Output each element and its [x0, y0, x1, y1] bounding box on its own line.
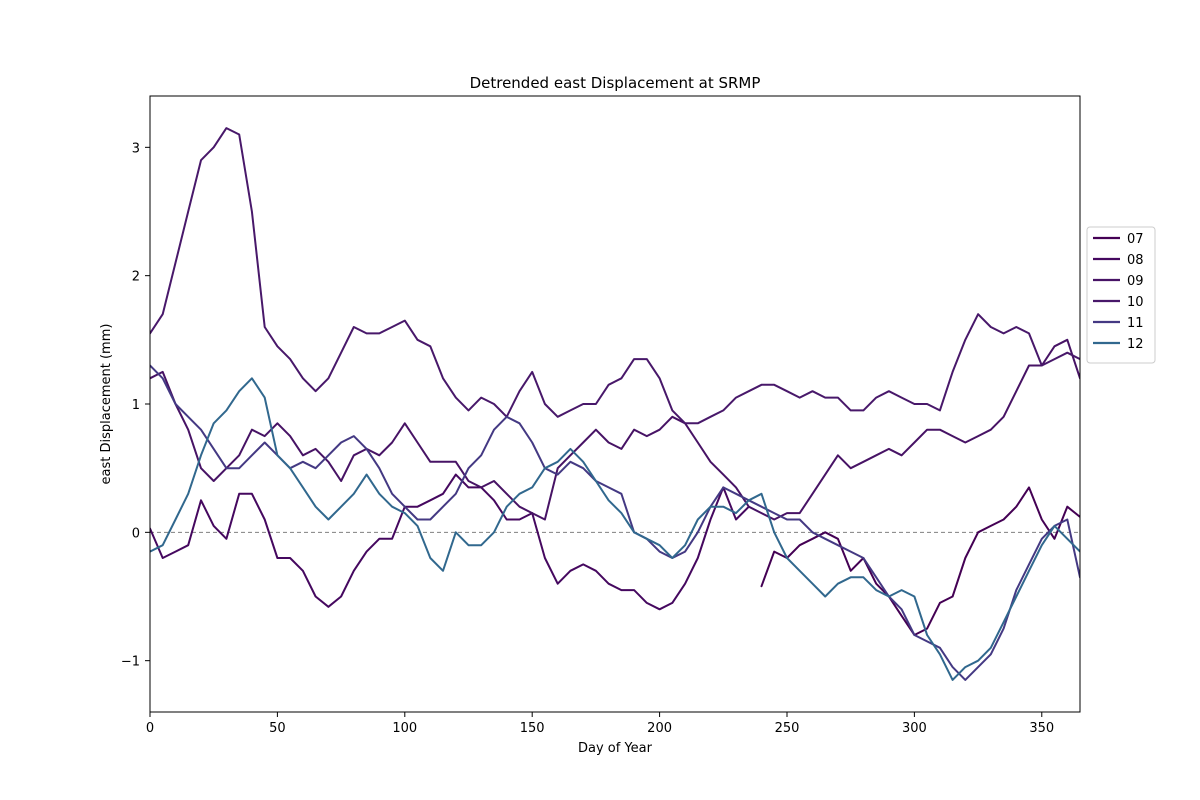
x-tick-label: 250 [775, 721, 800, 736]
x-axis-label: Day of Year [578, 741, 653, 756]
series-line-10 [150, 127, 1080, 425]
chart-title: Detrended east Displacement at SRMP [470, 74, 761, 92]
legend-label-12: 12 [1127, 337, 1144, 352]
x-tick-label: 350 [1029, 721, 1054, 736]
axes: 0 50 100 150 200 250 300 350 −1 0 1 2 3 [121, 95, 1081, 736]
legend: 07 08 09 10 11 12 [1086, 226, 1156, 364]
y-tick-label: 1 [132, 398, 140, 413]
x-tick-label: 300 [902, 721, 927, 736]
legend-box [1086, 226, 1156, 364]
series-line-09 [150, 338, 1080, 521]
x-tick-label: 100 [392, 721, 417, 736]
legend-label-09: 09 [1127, 274, 1144, 289]
y-tick-label: 3 [132, 141, 140, 156]
y-tick-label: 2 [132, 270, 140, 285]
series-line-12 [150, 377, 1080, 681]
x-tick-label: 50 [269, 721, 286, 736]
series-line-08 [150, 473, 750, 611]
x-tick-label: 0 [146, 721, 154, 736]
y-tick-label: 0 [132, 526, 140, 541]
series-line-07 [760, 486, 1080, 636]
x-tick-label: 200 [647, 721, 672, 736]
legend-label-10: 10 [1127, 295, 1144, 310]
plot-area [150, 127, 1080, 681]
x-tick-label: 150 [520, 721, 545, 736]
legend-label-07: 07 [1127, 232, 1144, 247]
y-tick-label: −1 [121, 655, 140, 670]
series-line-11 [150, 364, 1080, 681]
y-axis-label: east Displacement (mm) [99, 324, 114, 485]
legend-label-11: 11 [1127, 316, 1144, 331]
legend-label-08: 08 [1127, 253, 1144, 268]
